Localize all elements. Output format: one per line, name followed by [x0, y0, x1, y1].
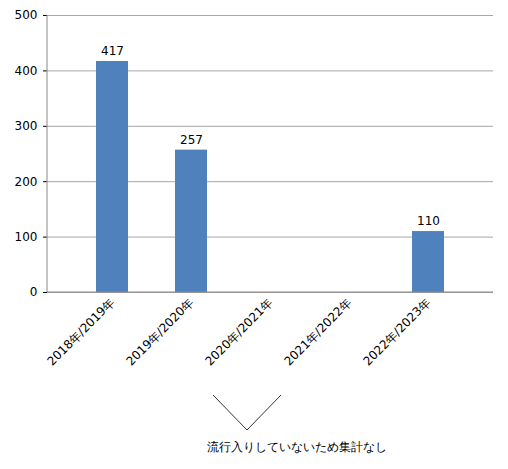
- svg-text:500: 500: [15, 8, 38, 22]
- svg-text:100: 100: [15, 230, 38, 244]
- svg-text:2018年/2019年: 2018年/2019年: [44, 295, 117, 368]
- svg-text:2022年/2023年: 2022年/2023年: [360, 295, 433, 368]
- svg-text:0: 0: [30, 285, 38, 299]
- svg-text:300: 300: [15, 119, 38, 133]
- svg-text:2019年/2020年: 2019年/2020年: [123, 295, 196, 368]
- svg-text:2021年/2022年: 2021年/2022年: [281, 295, 354, 368]
- svg-text:流行入りしていないため集計なし: 流行入りしていないため集計なし: [207, 440, 387, 454]
- svg-text:400: 400: [15, 64, 38, 78]
- svg-text:417: 417: [101, 44, 124, 58]
- svg-text:257: 257: [180, 133, 203, 147]
- svg-text:200: 200: [15, 175, 38, 189]
- svg-text:110: 110: [417, 214, 440, 228]
- svg-text:2020年/2021年: 2020年/2021年: [202, 295, 275, 368]
